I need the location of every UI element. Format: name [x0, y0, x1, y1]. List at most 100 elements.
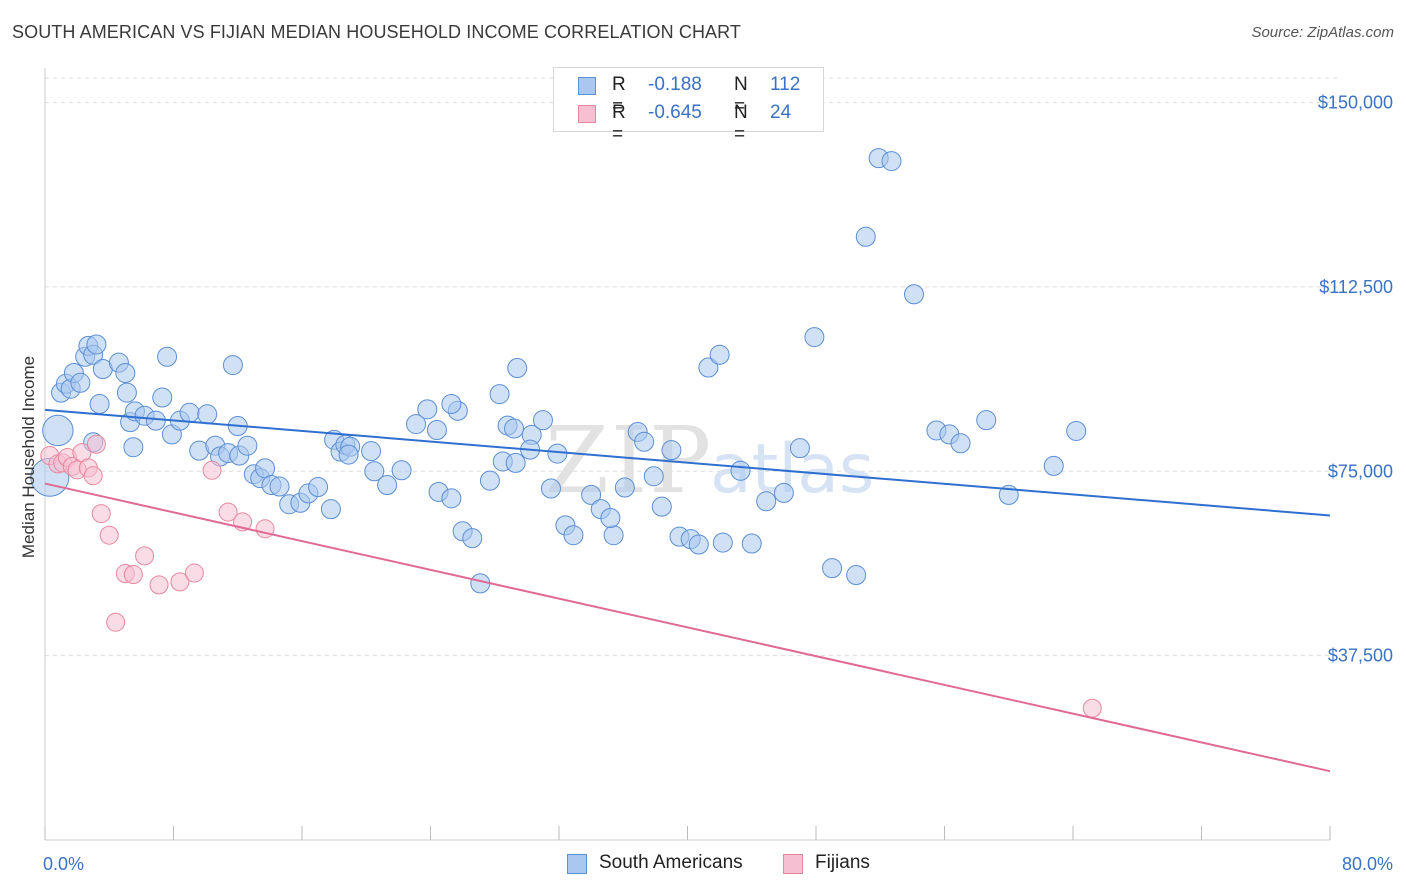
south-american-point [505, 452, 526, 473]
bottom-legend-swatch-south [567, 854, 587, 874]
south-american-point [157, 346, 178, 367]
y-tick-label: $112,500 [1319, 277, 1393, 297]
fijian-point [83, 466, 103, 486]
south-american-point [634, 431, 655, 452]
south-american-point [115, 362, 136, 383]
source-label: Source: ZipAtlas.com [1251, 24, 1394, 41]
south-american-point [881, 151, 902, 172]
y-tick-label: $75,000 [1328, 461, 1393, 481]
fijian-point [218, 502, 238, 522]
fijian-point [91, 504, 111, 524]
south-american-point [603, 525, 624, 546]
south-american-point [950, 433, 971, 454]
fijian-point [86, 434, 106, 454]
south-american-point [1043, 455, 1064, 476]
south-american-point [116, 382, 137, 403]
south-american-point [377, 475, 398, 496]
south-american-point [361, 441, 382, 462]
south-american-point [614, 477, 635, 498]
south-american-point [197, 404, 218, 425]
south-american-point [86, 334, 107, 355]
south-american-point [338, 444, 359, 465]
y-tick-label: $150,000 [1318, 93, 1393, 113]
south-american-point [698, 357, 719, 378]
south-american-point [42, 414, 74, 447]
y-axis-label: Median Household Income [19, 356, 38, 558]
south-american-point [804, 327, 825, 348]
south-american-point [441, 488, 462, 509]
legend-n-value: 24 [770, 102, 792, 123]
south-american-point [406, 414, 427, 435]
south-american-point [255, 458, 276, 479]
fijian-point [106, 612, 126, 632]
south-american-point [364, 461, 385, 482]
south-american-point [709, 344, 730, 365]
south-american-point [661, 440, 682, 461]
south-american-point [643, 466, 664, 487]
south-american-point [730, 460, 751, 481]
south-american-point [547, 443, 568, 464]
fijian-trend-line [44, 482, 1331, 773]
south-american-point [773, 482, 794, 503]
south-american-point [540, 478, 561, 499]
south-american-point [581, 484, 602, 505]
y-tick-labels: $37,500 $75,000 $112,500 $150,000 [1318, 93, 1393, 666]
legend-swatch-fiji [578, 105, 596, 123]
south-american-point [479, 470, 500, 491]
legend-r-value: -0.188 [648, 74, 702, 95]
fijian-point [184, 563, 204, 583]
south-american-point [123, 437, 144, 458]
south-american-point [651, 496, 672, 517]
south-american-point [89, 393, 110, 414]
svg-text:ZIP: ZIP [545, 407, 713, 514]
south-american-point [600, 507, 621, 528]
south-american-point [741, 533, 762, 554]
south-american-point [462, 528, 483, 549]
south-american-point [70, 372, 91, 393]
south-american-point [532, 410, 553, 431]
south-american-point [308, 477, 329, 498]
y-tick-label: $37,500 [1328, 646, 1393, 666]
fijian-point [135, 546, 155, 566]
legend-r-label: R = [612, 74, 626, 117]
x-tick-labels: 0.0% 80.0% [43, 854, 1393, 874]
fijian-point [99, 525, 119, 545]
south-american-point [822, 558, 843, 579]
south-american-trend-line [44, 408, 1331, 517]
south-american-points [30, 148, 1087, 594]
legend-n-value: 112 [770, 74, 801, 95]
fijian-point [149, 575, 169, 595]
fijian-point [1082, 698, 1102, 718]
x-tick-label: 0.0% [43, 854, 84, 874]
south-american-point [688, 534, 709, 555]
south-american-point [789, 438, 810, 459]
fijian-point [202, 460, 222, 480]
south-american-point [441, 393, 462, 414]
south-american-point [320, 499, 341, 520]
south-american-point [903, 284, 924, 305]
south-american-point [391, 460, 412, 481]
south-american-point [712, 532, 733, 553]
trend-lines [44, 408, 1331, 773]
chart-title: SOUTH AMERICAN VS FIJIAN MEDIAN HOUSEHOL… [12, 22, 742, 42]
south-american-point [507, 358, 528, 379]
south-american-point [145, 410, 166, 431]
south-american-point [504, 418, 525, 439]
south-american-point [489, 384, 510, 405]
legend-swatch-south [578, 77, 596, 95]
legend-r-label: R = [612, 102, 626, 145]
south-american-point [976, 410, 997, 431]
legend-n-label: N = [734, 102, 748, 145]
south-american-point [417, 399, 438, 420]
south-american-point [1066, 420, 1087, 441]
legend-r-value: -0.645 [648, 102, 702, 123]
stats-legend: R = -0.188 N = 112 R = -0.645 N = 24 [553, 67, 824, 145]
bottom-legend-swatch-fiji [783, 854, 803, 874]
south-american-point [222, 355, 243, 376]
fijian-point [123, 565, 143, 585]
south-american-point [237, 435, 258, 456]
bottom-legend-label-south: South Americans [599, 852, 743, 873]
south-american-point [563, 525, 584, 546]
south-american-point [269, 476, 290, 497]
legend-n-label: N = [734, 74, 748, 117]
